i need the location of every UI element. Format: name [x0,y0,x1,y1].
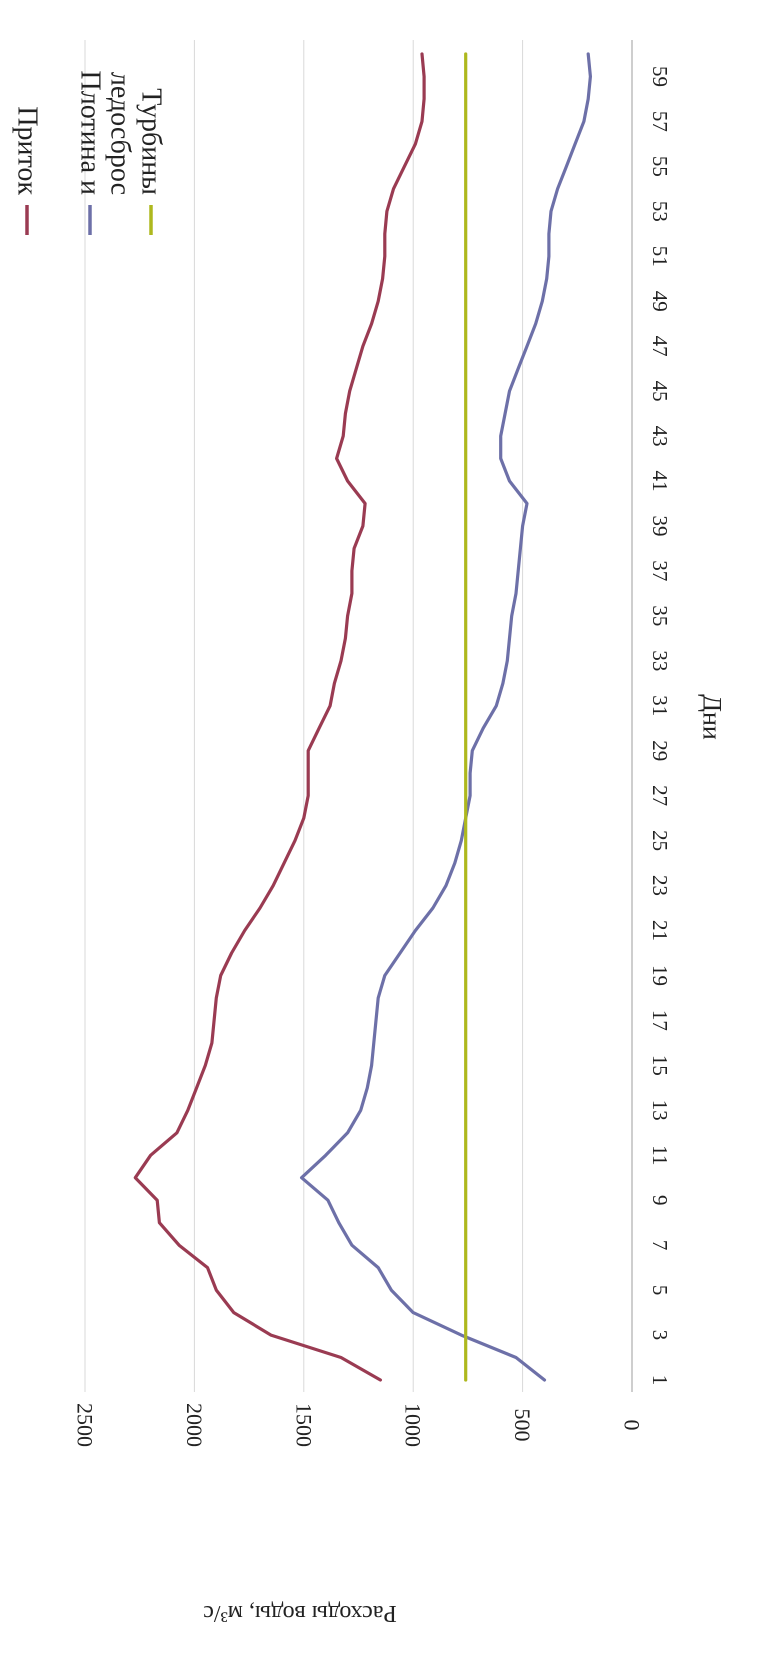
x-tick-label: 1 [648,1375,672,1386]
x-tick-label: 13 [648,1100,672,1121]
x-tick-label: 3 [648,1330,672,1341]
legend-label: ледосброс [105,72,136,195]
x-tick-label: 19 [648,965,672,986]
series-lines [133,52,593,1382]
series-line-2 [300,52,593,1382]
y-tick-label: 500 [510,1409,535,1442]
y-axis-title: Расходы воды, м³/с [203,1600,397,1626]
x-tick-label: 11 [648,1145,672,1165]
x-tick-label: 27 [648,785,672,806]
legend-label: Турбины [136,88,167,195]
x-tick-label: 47 [648,336,672,357]
x-tick-label: 49 [648,291,672,312]
x-tick-label: 31 [648,695,672,716]
x-tick-label: 25 [648,830,672,851]
x-tick-label: 55 [648,156,672,177]
x-tick-label: 51 [648,246,672,267]
x-tick-label: 35 [648,605,672,626]
legend: Приток Плотина и ледосброс Турбины [12,71,167,235]
x-tick-label: 43 [648,426,672,447]
y-tick-label: 1500 [291,1403,316,1447]
y-tick-label: 2500 [73,1403,98,1447]
series-line-1 [133,52,426,1382]
x-tick-label: 41 [648,471,672,492]
x-tick-label: 21 [648,920,672,941]
x-tick-label: 5 [648,1285,672,1296]
x-tick-label: 17 [648,1010,672,1031]
gridlines [84,40,524,1392]
y-tick-label: 0 [620,1420,645,1431]
x-tick-label: 7 [648,1240,672,1251]
legend-label: Плотина и [75,71,106,195]
x-tick-labels: 1357911131517192123252729313335373941434… [648,66,672,1385]
x-tick-label: 15 [648,1055,672,1076]
x-tick-label: 53 [648,201,672,222]
x-tick-label: 23 [648,875,672,896]
x-tick-label: 45 [648,381,672,402]
x-tick-label: 59 [648,66,672,87]
x-tick-label: 57 [648,111,672,132]
legend-label: Приток [12,106,43,195]
y-tick-label: 1000 [401,1403,426,1447]
x-tick-label: 9 [648,1195,672,1206]
x-tick-label: 29 [648,740,672,761]
x-tick-label: 39 [648,515,672,536]
y-tick-labels: 0 500 1000 1500 2000 2500 [73,1403,645,1447]
x-tick-label: 33 [648,650,672,671]
x-tick-label: 37 [648,560,672,581]
y-tick-label: 2000 [182,1403,207,1447]
x-axis-title: Дни [698,694,727,740]
